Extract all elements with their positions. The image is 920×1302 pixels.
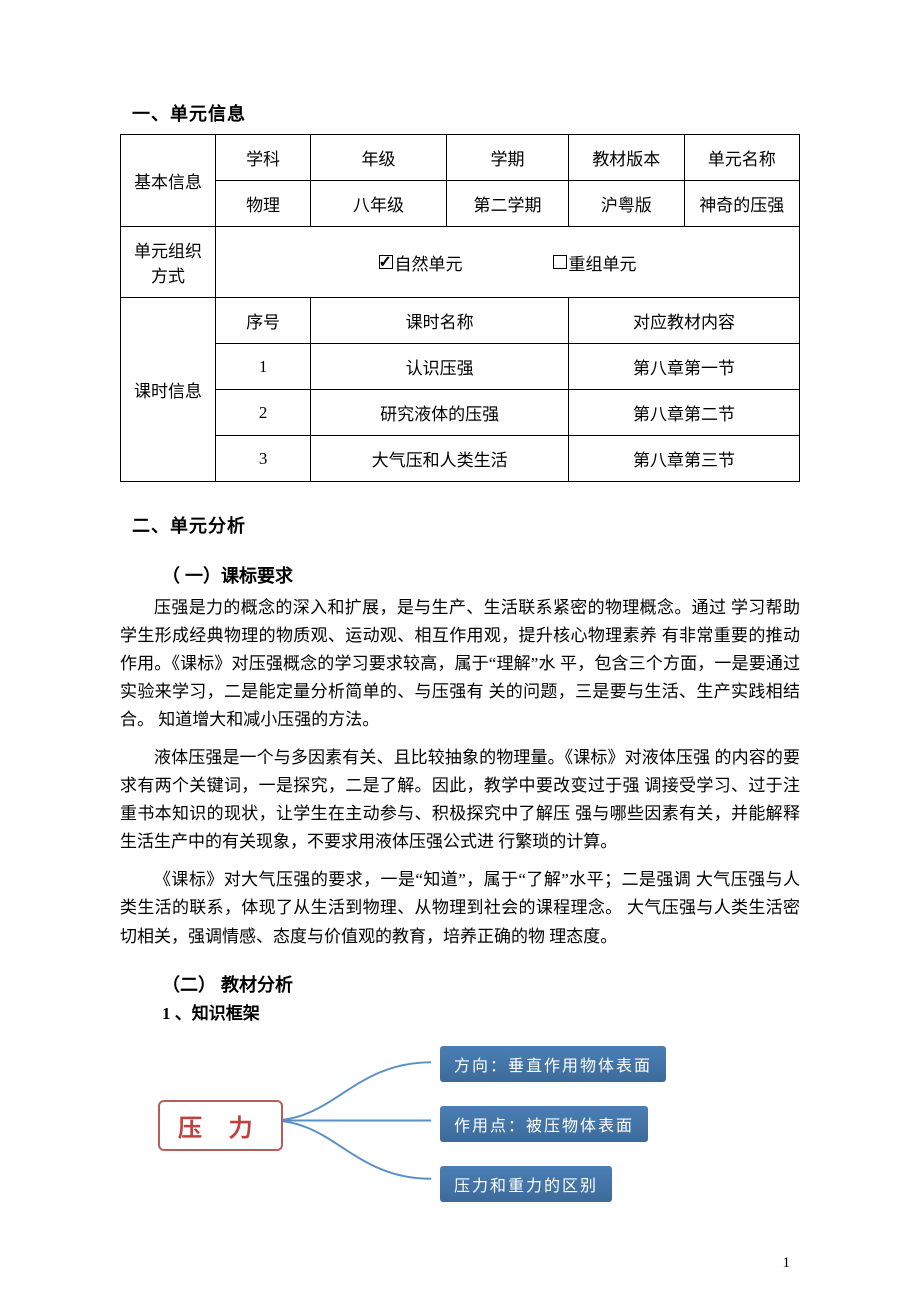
cell-grade: 八年级 (311, 181, 447, 227)
lesson-row-2: 2 研究液体的压强 第八章第二节 (121, 390, 800, 436)
basic-info-label: 基本信息 (121, 135, 216, 227)
lesson-seq: 1 (216, 344, 311, 390)
section-2-heading: 二、单元分析 (132, 512, 800, 538)
lesson-name: 研究液体的压强 (311, 390, 569, 436)
header-semester: 学期 (446, 135, 568, 181)
header-subject: 学科 (216, 135, 311, 181)
lessons-col-content: 对应教材内容 (569, 298, 800, 344)
unit-info-table: 基本信息 学科 年级 学期 教材版本 单元名称 物理 八年级 第二学期 沪粤版 … (120, 134, 800, 482)
header-unit-name: 单元名称 (684, 135, 799, 181)
cell-unit-name: 神奇的压强 (684, 181, 799, 227)
lesson-content: 第八章第二节 (569, 390, 800, 436)
subsection-2-1-heading: （ 一）课标要求 (162, 562, 800, 588)
table-header-row: 基本信息 学科 年级 学期 教材版本 单元名称 (121, 135, 800, 181)
lesson-content: 第八章第一节 (569, 344, 800, 390)
org-label-line1: 单元组织 (134, 242, 202, 261)
checkbox-natural-unit: 自然单元 (379, 250, 463, 275)
lessons-col-seq: 序号 (216, 298, 311, 344)
lesson-name: 大气压和人类生活 (311, 436, 569, 482)
checkbox-icon-unchecked (553, 255, 567, 269)
checkbox-label-recombined: 重组单元 (569, 250, 637, 275)
cell-version: 沪粤版 (569, 181, 684, 227)
lesson-row-1: 1 认识压强 第八章第一节 (121, 344, 800, 390)
paragraph-1: 压强是力的概念的深入和扩展，是与生产、生活联系紧密的物理概念。通过 学习帮助学生… (120, 594, 800, 734)
basic-info-row: 物理 八年级 第二学期 沪粤版 神奇的压强 (121, 181, 800, 227)
org-options-cell: 自然单元 重组单元 (216, 227, 800, 298)
diagram-node-2: 作用点：被压物体表面 (440, 1106, 648, 1142)
cell-subject: 物理 (216, 181, 311, 227)
checkbox-recombined-unit: 重组单元 (553, 250, 637, 275)
lessons-label: 课时信息 (121, 298, 216, 482)
header-grade: 年级 (311, 135, 447, 181)
cell-semester: 第二学期 (446, 181, 568, 227)
lesson-seq: 3 (216, 436, 311, 482)
lesson-seq: 2 (216, 390, 311, 436)
checkbox-icon-checked (379, 255, 393, 269)
paragraph-2: 液体压强是一个与多因素有关、且比较抽象的物理量。《课标》对液体压强 的内容的要求… (120, 744, 800, 856)
lessons-header-row: 课时信息 序号 课时名称 对应教材内容 (121, 298, 800, 344)
document-page: 一、单元信息 基本信息 学科 年级 学期 教材版本 单元名称 物理 八年级 第二… (0, 0, 920, 1302)
lessons-col-name: 课时名称 (311, 298, 569, 344)
knowledge-diagram: 压 力 方向：垂直作用物体表面 作用点：被压物体表面 压力和重力的区别 (140, 1038, 800, 1238)
paragraph-3: 《课标》对大气压强的要求，一是“知道”，属于“了解”水平；二是强调 大气压强与人… (120, 866, 800, 950)
section-1-heading: 一、单元信息 (132, 100, 800, 126)
diagram-root-node: 压 力 (158, 1100, 283, 1151)
page-number: 1 (783, 1255, 791, 1272)
diagram-node-1: 方向：垂直作用物体表面 (440, 1046, 666, 1082)
org-label: 单元组织 方式 (121, 227, 216, 298)
subsection-2-2-item: 1 、知识框架 (162, 999, 800, 1024)
organization-row: 单元组织 方式 自然单元 重组单元 (121, 227, 800, 298)
lesson-content: 第八章第三节 (569, 436, 800, 482)
lesson-name: 认识压强 (311, 344, 569, 390)
checkbox-label-natural: 自然单元 (395, 250, 463, 275)
lesson-row-3: 3 大气压和人类生活 第八章第三节 (121, 436, 800, 482)
header-version: 教材版本 (569, 135, 684, 181)
diagram-node-3: 压力和重力的区别 (440, 1166, 612, 1202)
org-label-line2: 方式 (151, 267, 185, 286)
subsection-2-2-heading: （二） 教材分析 (162, 971, 800, 997)
